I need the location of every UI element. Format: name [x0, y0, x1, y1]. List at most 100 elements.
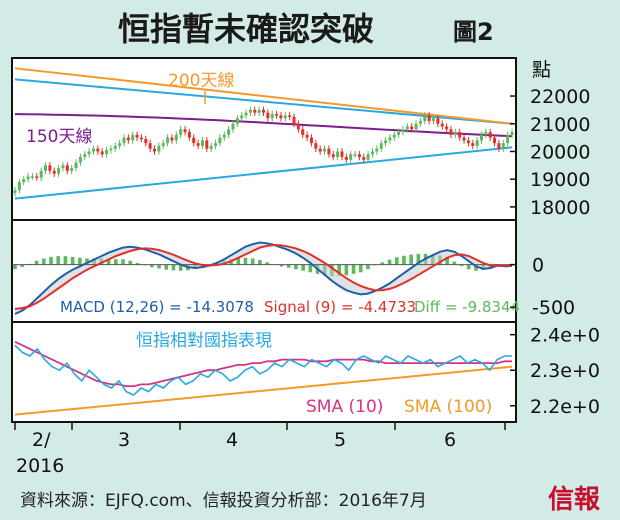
candle-body	[327, 148, 331, 155]
diff-bar	[164, 264, 169, 270]
candle-body	[179, 129, 183, 135]
diff-bar	[344, 264, 349, 276]
candle-body	[214, 143, 218, 146]
candle-body	[122, 137, 126, 144]
diff-bar	[466, 264, 471, 270]
candle-body	[157, 145, 161, 152]
price-panel	[11, 57, 517, 221]
candle-body	[336, 151, 340, 158]
candle-body	[91, 148, 95, 152]
macd-ytick-label: 0	[532, 255, 544, 277]
candle-body	[318, 148, 322, 152]
diff-bar	[279, 264, 284, 267]
price-ytick-label: 20000	[530, 141, 590, 163]
diff-bar	[150, 264, 154, 268]
price-ylabel: 點	[532, 59, 551, 81]
candle-body	[296, 123, 300, 130]
candle-body	[52, 170, 56, 174]
candle-body	[357, 154, 361, 158]
diff-bar	[258, 260, 262, 265]
candle-body	[135, 134, 139, 138]
diff-bar	[13, 264, 17, 270]
candle-body	[205, 140, 209, 149]
candle-body	[362, 157, 366, 160]
x-tick-label: 2/	[32, 429, 51, 451]
diff-bar	[380, 262, 385, 265]
candle-body	[244, 112, 248, 116]
candle-body	[44, 165, 48, 171]
candle-body	[87, 151, 91, 155]
candle-body	[353, 154, 357, 156]
diff-bar	[474, 264, 478, 271]
diff-bar	[85, 258, 89, 265]
candle-body	[248, 109, 252, 113]
candle-body	[370, 151, 374, 155]
candle-body	[30, 176, 34, 178]
candle-body	[118, 143, 122, 146]
candle-body	[131, 134, 135, 141]
price-ytick-label: 21000	[530, 114, 590, 136]
diff-bar	[358, 264, 363, 273]
candle-body	[484, 132, 488, 135]
candle-body	[74, 162, 78, 169]
candle-body	[139, 137, 143, 140]
candle-body	[196, 143, 200, 146]
signal-legend: Signal (9) = -4.4733	[264, 298, 416, 316]
x-tick-label: 6	[444, 429, 456, 451]
price-plot: 200天線 150天線 18000 19000 20000 21000 22000 點	[13, 59, 590, 219]
figure-label: 圖2	[453, 18, 494, 46]
diff-bar	[387, 259, 392, 265]
candle-body	[22, 179, 26, 182]
diff-bar	[308, 264, 313, 273]
candle-body	[475, 140, 479, 146]
index-ytick-label: 2.4e+0	[530, 325, 600, 347]
diff-bar	[416, 253, 421, 265]
candle-body	[493, 137, 497, 144]
diff-bar	[135, 263, 140, 265]
diff-bar	[106, 258, 111, 265]
diff-bar	[337, 264, 341, 277]
candle-body	[397, 132, 401, 135]
candle-body	[161, 143, 165, 146]
candle-body	[366, 154, 370, 160]
diff-bar	[42, 258, 46, 265]
macd-line	[14, 241, 513, 315]
candle-body	[375, 148, 379, 152]
lower-trendline	[14, 146, 513, 200]
diff-bar	[178, 264, 183, 271]
diff-bar	[171, 264, 176, 271]
axes: 2/3 4 5 6 2016	[12, 421, 516, 477]
candle-body	[479, 134, 483, 141]
diff-bar	[78, 257, 82, 265]
candle-body	[349, 154, 353, 160]
candle-body	[388, 137, 392, 141]
x-tick-label: 5	[334, 429, 346, 451]
candle-body	[192, 137, 196, 144]
candle-body	[183, 129, 187, 133]
candle-body	[187, 132, 191, 138]
x-year-label: 2016	[16, 455, 64, 477]
price-ytick-label: 19000	[530, 169, 590, 191]
x-tick-label: 4	[226, 429, 238, 451]
candle-body	[266, 112, 270, 119]
signal-line	[14, 243, 513, 310]
candle-body	[113, 145, 117, 149]
brand-logo: 信報	[548, 485, 601, 515]
candle-body	[78, 157, 82, 163]
diff-bar	[250, 258, 255, 265]
candle-body	[440, 123, 444, 127]
candle-body	[279, 115, 283, 119]
sma100-label: SMA (100)	[404, 397, 492, 417]
diff-bar	[20, 264, 25, 267]
candle-body	[379, 143, 383, 149]
candle-body	[405, 126, 409, 130]
candle-body	[218, 137, 222, 144]
index-plot: 恒指相對國指表現 SMA (10) SMA (100) 2.4e+0 2.3e+0 2.2…	[14, 325, 600, 418]
candle-body	[174, 134, 178, 141]
candle-body	[471, 143, 475, 146]
candle-body	[105, 150, 109, 155]
diff-bar	[236, 258, 241, 265]
diff-legend: Diff = -9.8344	[414, 298, 520, 316]
candle-body	[257, 109, 261, 113]
